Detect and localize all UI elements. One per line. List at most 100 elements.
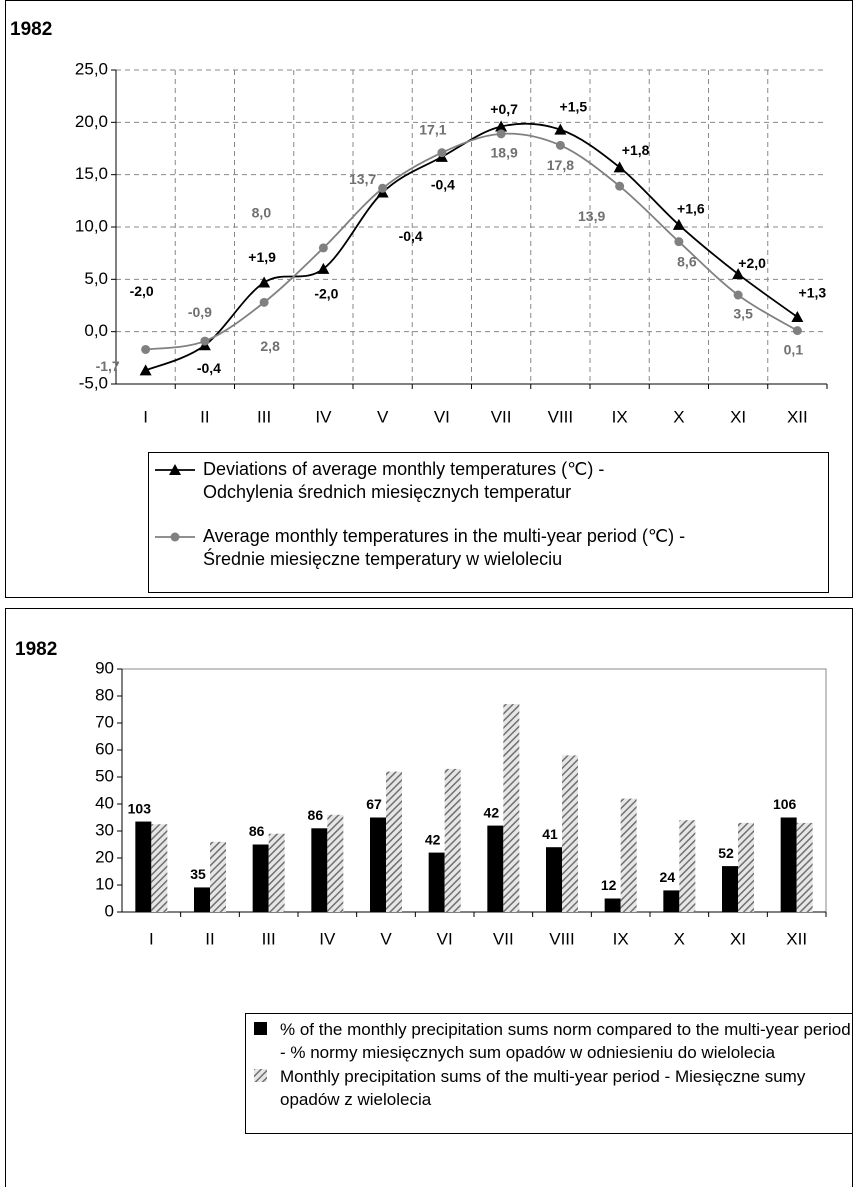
y-tick-label: 10 <box>95 874 114 893</box>
marker <box>615 181 625 191</box>
legend-label: % of the monthly precipitation sums norm… <box>280 1020 851 1062</box>
marker <box>495 120 508 132</box>
x-tick-label: XII <box>787 407 808 426</box>
x-tick-label: V <box>377 407 389 426</box>
y-tick-label: 15,0 <box>75 164 108 183</box>
legend-swatch <box>254 1022 267 1035</box>
marker <box>437 148 447 158</box>
marker <box>169 464 181 475</box>
data-label: +1,8 <box>622 142 650 158</box>
marker <box>555 140 565 150</box>
x-tick-label: IX <box>613 929 629 948</box>
legend-label: Monthly precipitation sums of the multi-… <box>280 1067 806 1109</box>
data-label: 86 <box>249 823 265 839</box>
bar <box>327 814 344 912</box>
bar <box>663 890 680 912</box>
data-label: 12 <box>601 877 617 893</box>
x-tick-label: I <box>149 929 154 948</box>
legend-box <box>245 1013 853 1134</box>
y-tick-label: 25,0 <box>75 59 108 78</box>
marker <box>791 311 804 323</box>
data-label: 13,7 <box>349 171 376 187</box>
bar <box>620 798 637 912</box>
data-label: 8,0 <box>252 205 272 221</box>
x-tick-label: X <box>673 407 684 426</box>
x-tick-label: XII <box>786 929 807 948</box>
y-tick-label: 0,0 <box>84 321 108 340</box>
data-label: -0,9 <box>188 304 212 320</box>
x-tick-label: VIII <box>548 407 574 426</box>
data-label: -1,7 <box>96 358 120 374</box>
bar <box>444 768 461 912</box>
data-label: 35 <box>190 866 206 882</box>
x-tick-label: VII <box>493 929 514 948</box>
data-label: 41 <box>542 826 558 842</box>
data-label: +2,0 <box>738 255 766 271</box>
y-tick-label: 50 <box>95 766 114 785</box>
x-tick-label: XI <box>730 929 746 948</box>
bar <box>194 887 210 912</box>
bar <box>738 822 754 912</box>
chart-title: 1982 <box>15 639 57 660</box>
bar <box>604 898 621 912</box>
bar <box>210 841 226 912</box>
data-label: -0,4 <box>197 360 221 376</box>
marker <box>139 364 152 376</box>
bar <box>503 704 520 912</box>
data-label: +0,7 <box>490 101 518 117</box>
data-label: -2,0 <box>314 286 338 302</box>
data-label: +1,5 <box>560 98 588 114</box>
data-label: 13,9 <box>578 208 605 224</box>
y-tick-label: -5,0 <box>79 373 108 392</box>
x-tick-label: IV <box>319 929 336 948</box>
bar <box>679 820 696 912</box>
data-label: 42 <box>484 804 500 820</box>
marker <box>318 243 328 253</box>
data-label: 52 <box>718 845 734 861</box>
legend-swatch <box>254 1069 267 1082</box>
x-tick-label: VI <box>437 929 453 948</box>
bar <box>252 844 269 912</box>
bar <box>428 852 445 912</box>
data-label: 8,6 <box>677 253 697 269</box>
marker <box>733 290 743 300</box>
x-tick-label: VIII <box>549 929 575 948</box>
bar <box>370 817 386 912</box>
data-label: 17,8 <box>547 157 574 173</box>
chart-title: 1982 <box>10 19 52 40</box>
marker <box>317 262 330 274</box>
data-label: -0,4 <box>399 228 423 244</box>
marker <box>672 218 685 230</box>
x-tick-label: II <box>200 407 209 426</box>
bar <box>135 821 152 912</box>
bar <box>311 828 328 912</box>
y-tick-label: 20 <box>95 847 114 866</box>
data-label: 24 <box>660 869 676 885</box>
chart-frame <box>5 608 853 1187</box>
data-label: +1,6 <box>677 201 705 217</box>
marker <box>259 297 269 307</box>
bar <box>268 833 285 912</box>
data-label: 42 <box>425 831 441 847</box>
marker <box>378 183 388 193</box>
x-tick-label: V <box>380 929 392 948</box>
legend-label: Average monthly temperatures in the mult… <box>203 526 686 569</box>
marker <box>200 336 210 346</box>
y-tick-label: 60 <box>95 739 114 758</box>
x-tick-label: II <box>205 929 214 948</box>
data-label: -2,0 <box>130 283 154 299</box>
marker <box>554 123 567 135</box>
y-tick-label: 70 <box>95 712 114 731</box>
data-label: 2,8 <box>260 338 280 354</box>
data-label: 17,1 <box>419 121 446 137</box>
marker <box>613 161 626 173</box>
bar <box>151 824 168 912</box>
bar <box>386 771 402 912</box>
data-label: -0,4 <box>431 177 455 193</box>
bar <box>722 866 738 912</box>
marker <box>170 532 180 542</box>
y-tick-label: 30 <box>95 820 114 839</box>
data-label: 103 <box>128 800 152 816</box>
bar <box>546 847 562 912</box>
